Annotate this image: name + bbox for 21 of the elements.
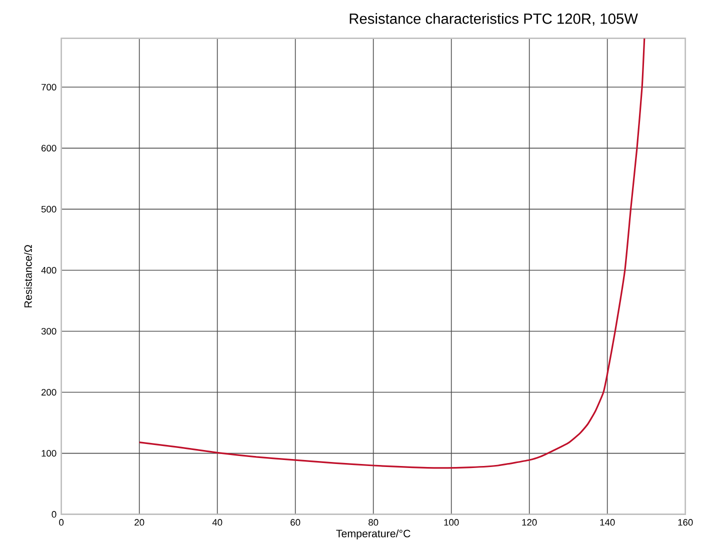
x-axis-title: Temperature/°C <box>336 529 410 540</box>
x-tick-label: 60 <box>290 519 300 526</box>
x-tick-label: 120 <box>522 519 537 526</box>
y-tick-label: 100 <box>42 450 56 457</box>
y-tick-label: 0 <box>52 511 56 518</box>
y-tick-label: 400 <box>41 266 56 274</box>
x-tick-label: 20 <box>134 519 144 526</box>
y-tick-label: 700 <box>42 84 56 90</box>
chart-title: Resistance characteristics PTC 120R, 105W <box>350 13 638 26</box>
x-tick-label: 40 <box>212 519 222 526</box>
y-tick-label: 200 <box>42 388 56 396</box>
x-tick-label: 0 <box>59 519 64 526</box>
x-tick-label: 80 <box>368 519 378 526</box>
x-tick-label: 160 <box>678 519 693 526</box>
y-axis-title: Resistance/Ω <box>24 244 32 308</box>
y-tick-label: 300 <box>41 328 56 335</box>
x-tick-label: 100 <box>444 519 459 526</box>
y-tick-label: 600 <box>42 144 56 152</box>
line-series <box>138 38 646 469</box>
x-tick-label: 140 <box>600 519 615 526</box>
y-tick-label: 500 <box>41 206 56 212</box>
